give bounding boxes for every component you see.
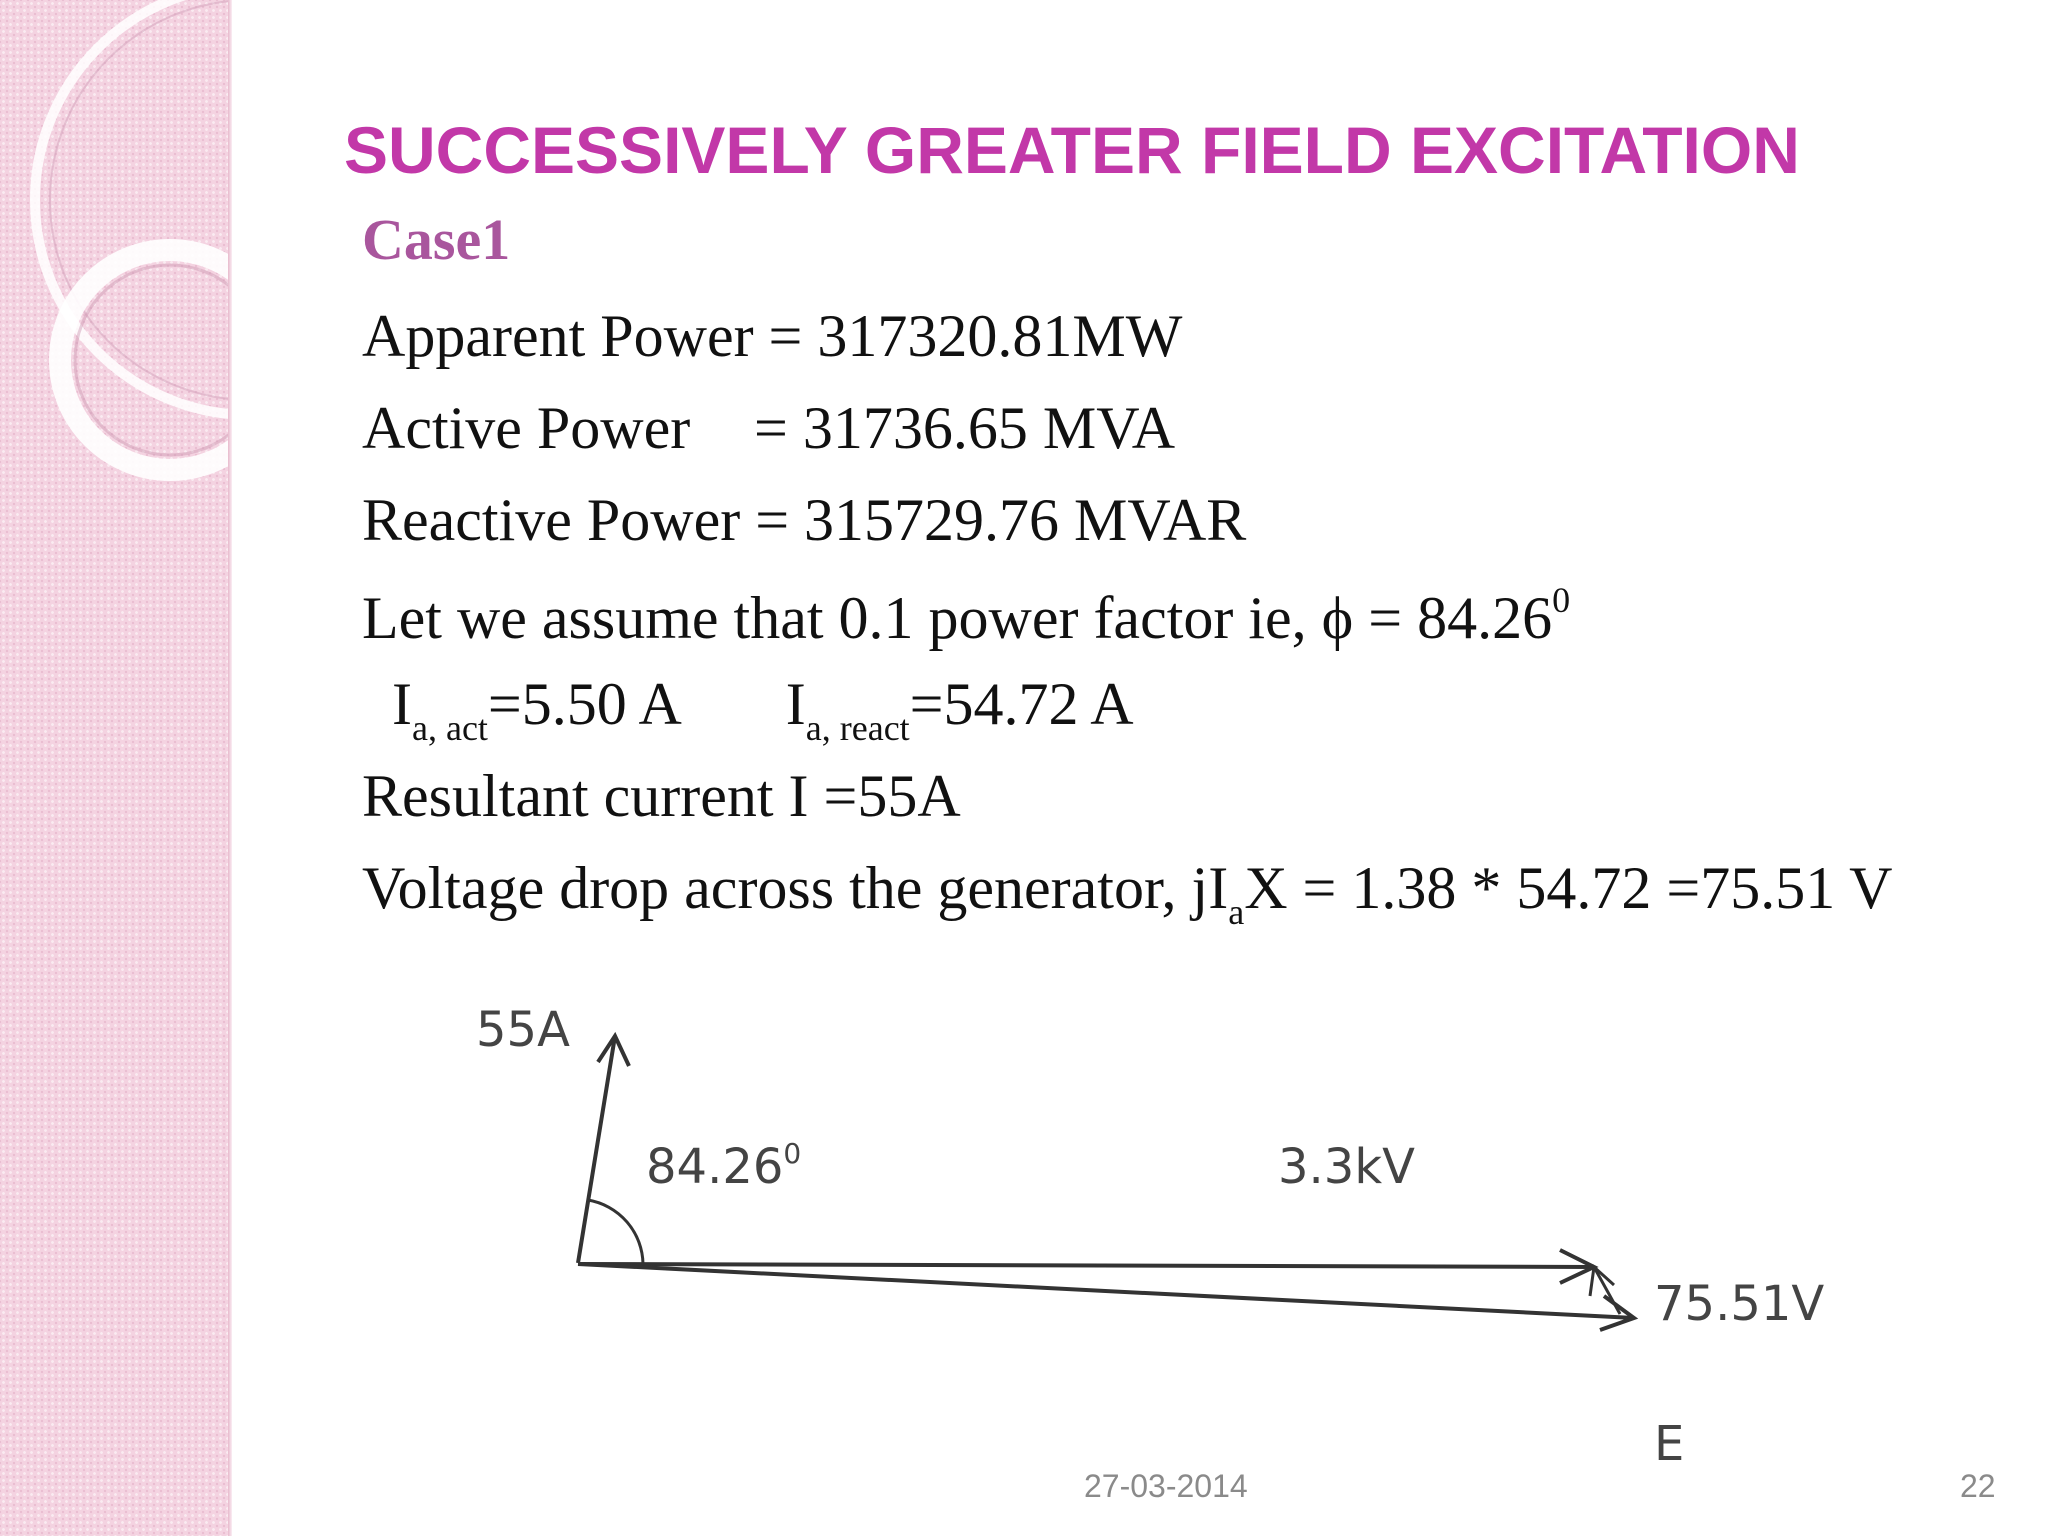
page-number: 22 [1960,1468,1996,1504]
ia-react-subscript: a, react [805,708,910,748]
assumption-text: Let we assume that 0.1 power factor ie, … [362,585,1553,651]
voltage-drop-phasor [1592,1266,1622,1315]
ia-react-value: =54.72 A [909,671,1134,737]
current-arrowhead [596,1031,631,1067]
current-phasor [576,1035,617,1264]
degree-superscript: 0 [1552,580,1571,620]
current-components-line: Ia, act=5.50 A Ia, react=54.72 A [392,674,1134,746]
assumption-line: Let we assume that 0.1 power factor ie, … [362,582,1570,648]
angle-arc [587,1198,645,1265]
current-label: 55A [476,1002,570,1058]
angle-value: 84.26 [646,1139,783,1195]
voltage-drop-arrowhead [1588,1263,1616,1297]
apparent-power-line: Apparent Power = 317320.81MW [362,303,1183,369]
voltage-phasor [577,1262,1595,1269]
vdrop-suffix: X = 1.38 * 54.72 =75.51 V [1244,855,1893,921]
ia-act-value: =5.50 A [487,671,682,737]
active-power-line: Active Power = 31736.65 MVA [362,398,1175,458]
decorative-sidebar [0,0,228,1536]
voltage-label: 3.3kV [1278,1139,1415,1195]
active-power-value: = 31736.65 MVA [754,395,1176,461]
case-label: Case1 [362,207,511,272]
resultant-current-line: Resultant current I =55A [362,763,961,829]
slide-title: SUCCESSIVELY GREATER FIELD EXCITATION [344,113,1800,187]
swirl-decoration [30,0,228,481]
footer-date: 27-03-2014 [1084,1468,1248,1504]
angle-degree: 0 [783,1137,801,1170]
ia-react-symbol: I [785,671,806,737]
ia-act-subscript: a, act [411,708,488,748]
angle-label: 84.260 [646,1137,801,1195]
vdrop-prefix: Voltage drop across the generator, jI [362,855,1229,921]
emf-arrowhead [1599,1294,1639,1332]
active-power-label: Active Power [362,395,691,461]
emf-phasor [577,1262,1635,1320]
ia-act-symbol: I [392,671,412,737]
voltage-drop-line: Voltage drop across the generator, jIaX … [362,858,1892,930]
emf-label: E [1654,1416,1684,1472]
sidebar-divider [228,0,232,1536]
reactive-power-line: Reactive Power = 315729.76 MVAR [362,487,1247,553]
drop-label: 75.51V [1654,1276,1824,1332]
vdrop-subscript: a [1228,892,1245,932]
